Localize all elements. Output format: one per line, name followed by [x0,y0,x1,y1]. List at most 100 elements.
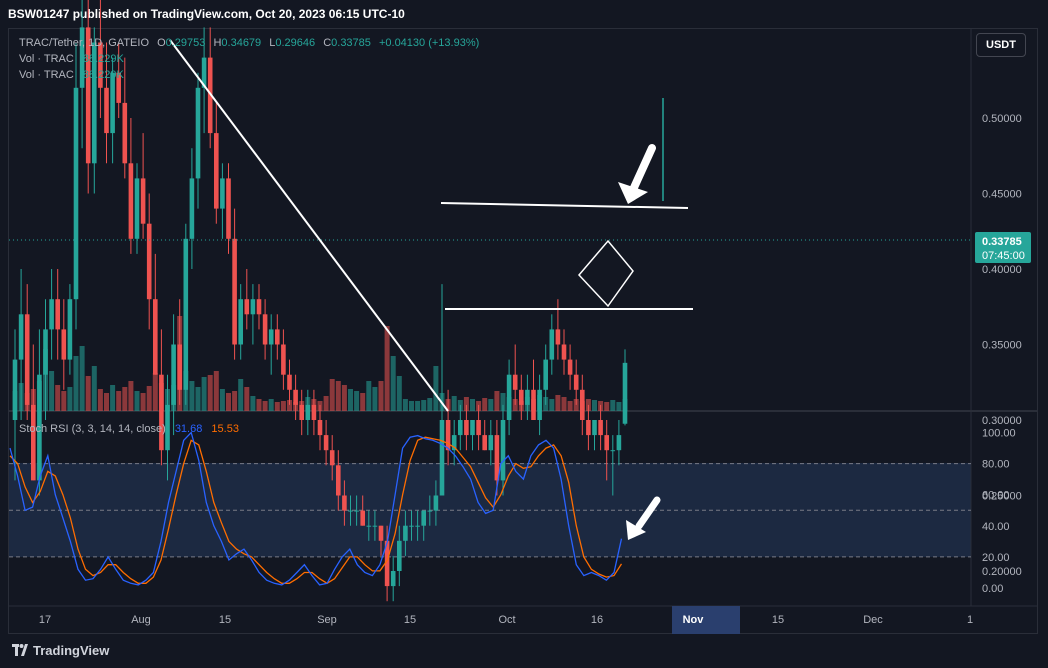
volume-bar [421,400,427,411]
candle-body [238,299,243,345]
rsi-guide-lines [9,463,971,558]
candle-body [519,389,524,405]
candle-body [397,540,402,571]
candle-body [153,299,158,375]
diamond-pattern[interactable] [577,239,634,308]
candle-body [543,359,548,390]
volume-bar [244,387,250,411]
rsi-axis-label: 20.00 [982,552,1010,564]
volume-bar [134,391,140,411]
volume-bar [274,402,280,411]
volume-bar [415,401,421,411]
volume-bar [335,381,341,411]
candle-body [244,299,250,315]
candle-body [31,404,36,481]
candle-body [348,510,353,512]
candle-body [470,420,475,436]
volume-bar [146,386,152,411]
countdown-label: 07:45:00 [982,250,1025,262]
volume-bar [128,381,134,411]
volume-bar [567,401,573,411]
volume-bar [482,398,488,411]
candle-body [610,450,616,452]
candle-body [451,435,457,451]
volume-bar [427,398,433,411]
volume-bar [592,400,597,411]
candlesticks [12,0,628,602]
candle-body [104,87,109,134]
volume-bar [366,381,372,411]
candle-body [433,495,439,511]
volume-bar [323,396,329,411]
volume-bar [152,373,158,411]
rsi-axis-label: 100.00 [982,428,1016,440]
candle-body [146,223,152,300]
candle-body [214,133,219,209]
volume-bar [232,391,238,411]
footer: TradingView [0,634,1048,668]
candle-body [128,163,134,239]
price-axis-label: 0.20000 [982,566,1022,578]
tradingview-brand: TradingView [33,643,110,658]
volume-bar [396,376,402,411]
volume-bar [91,366,97,411]
trendline-descending[interactable] [169,39,449,412]
candle-body [98,42,103,88]
price-axis-label: 0.25000 [982,491,1022,503]
volume-bar [287,400,292,411]
time-axis-label: 16 [591,614,603,626]
candle-body [476,420,481,436]
candle-body [580,389,585,420]
volume-bar [219,389,225,411]
legend-volume-1[interactable]: Vol · TRAC 88.229K [19,53,125,65]
candle-body [336,465,341,496]
volume-bar [195,387,201,411]
candle-body [427,510,433,512]
time-axis[interactable]: 17 Aug 15 Sep 15 Oct 16 Nov 15 Dec 1 [39,614,973,626]
legend-symbol[interactable]: TRAC/Tether, 1D, GATEIO O0.29753 H0.3467… [19,37,479,49]
volume-bar [561,397,567,411]
rsi-axis[interactable]: 100.00 80.00 60.00 40.00 20.00 0.00 [982,428,1016,596]
candle-body [567,359,573,375]
candle-body [555,329,561,345]
candle-body [616,435,622,451]
price-axis-label: 0.40000 [982,264,1022,276]
candle-body [207,57,213,134]
volume-bar [67,387,73,411]
time-axis-label: 17 [39,614,51,626]
candle-body [525,389,530,405]
candle-body [598,420,603,436]
stoch-rsi-lines [9,431,623,586]
time-axis-label: 15 [219,614,231,626]
channel-upper-line[interactable] [440,202,689,209]
volume-bar [256,399,262,411]
candle-body [171,344,176,405]
candle-body [403,525,408,541]
stoch-rsi-k-line [9,431,623,586]
volume-bar [226,393,231,411]
legend-volume-2[interactable]: Vol · TRAC 88.229K [19,69,125,81]
volume-bar [470,399,475,411]
volume-bar [122,387,128,411]
arrow-rsi-icon [626,496,661,540]
rsi-legend[interactable]: Stoch RSI (3, 3, 14, 14, close) 31.68 15… [19,423,239,435]
candle-body [378,525,384,541]
candle-body [61,329,67,360]
candle-body [360,510,365,526]
price-axis-label: 0.45000 [982,189,1022,201]
time-axis-label: Sep [317,614,337,626]
time-axis-label: Aug [131,614,151,626]
volume-bar [384,326,390,411]
candle-body [195,87,201,179]
candle-body [55,299,60,330]
currency-button[interactable]: USDT [976,33,1026,57]
tradingview-logo[interactable]: TradingView [12,643,109,658]
rsi-axis-label: 40.00 [982,521,1010,533]
candle-body [592,420,597,436]
time-axis-label: 15 [772,614,784,626]
candle-body [512,374,518,390]
candle-body [384,540,390,587]
volume-bar [250,396,256,411]
candle-body [220,178,225,209]
